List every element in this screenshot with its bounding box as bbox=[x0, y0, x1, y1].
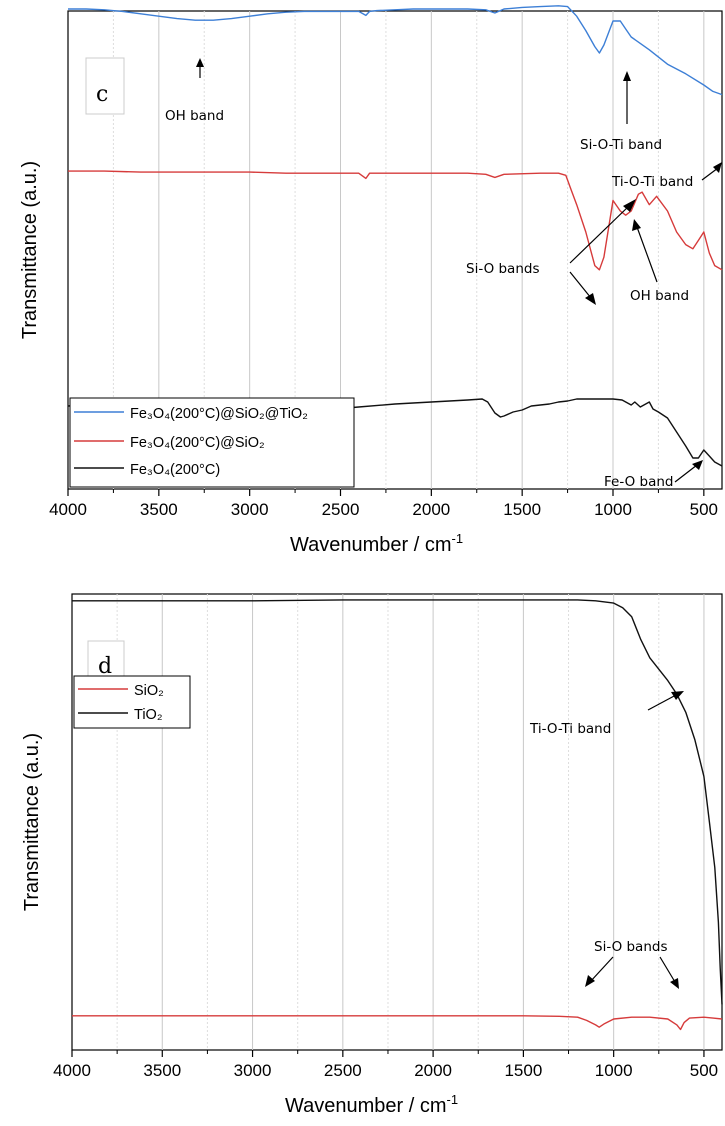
panel-c-legend-box bbox=[69, 397, 355, 488]
annotation-si-o-ti-band: Si-O-Ti band bbox=[580, 137, 662, 153]
panel-d-label: d bbox=[98, 654, 112, 679]
panel-d-x-axis-title-main: Wavenumber / cm bbox=[285, 1095, 447, 1117]
si-o-d-arrowhead-2 bbox=[670, 978, 679, 989]
panel-c-x-axis-title-sup: -1 bbox=[452, 531, 464, 546]
annotation-si-o-bands-d: Si-O bands bbox=[594, 939, 668, 955]
si-o-d-arrowhead-1 bbox=[585, 975, 595, 987]
panel-d-plot-area bbox=[71, 593, 723, 1051]
panel-d-legend-box bbox=[73, 675, 191, 729]
x-tick-label-1500: 1500 bbox=[504, 1061, 542, 1080]
panel-d-chart: 4000 3500 3000 2500 2000 1500 1000 500 d SiO₂ T… bbox=[21, 593, 723, 1117]
oh-band-2-arrow bbox=[636, 226, 658, 283]
legend-label-fe3o4: Fe₃O₄(200°C) bbox=[130, 462, 220, 478]
x-tick-label-3000: 3000 bbox=[234, 1061, 272, 1080]
series-line-TiO₂ bbox=[72, 599, 723, 1005]
panel-c-chart: 4000 3500 3000 2500 2000 1500 1000 500 c OH ban… bbox=[19, 5, 723, 556]
annotation-ti-o-ti-band: Ti-O-Ti band bbox=[611, 174, 693, 190]
ti-o-ti-d-arrow bbox=[647, 694, 677, 711]
si-o-d-arrow-1 bbox=[589, 956, 614, 983]
x-tick-label-4000: 4000 bbox=[49, 500, 87, 519]
x-tick-label-3500: 3500 bbox=[143, 1061, 181, 1080]
legend-label-fe3o4-sio2-tio2: Fe₃O₄(200°C)@SiO₂@TiO₂ bbox=[130, 406, 308, 422]
panel-c-legend: Fe₃O₄(200°C)@SiO₂@TiO₂ Fe₃O₄(200°C)@SiO₂… bbox=[69, 397, 355, 488]
legend-label-sio2: SiO₂ bbox=[134, 683, 164, 699]
x-tick-label-2500: 2500 bbox=[324, 1061, 362, 1080]
panel-c-x-axis-title-main: Wavenumber / cm bbox=[290, 534, 452, 556]
series-line-Fe₃O₄(200°C)@SiO₂ bbox=[68, 170, 723, 271]
legend-label-tio2: TiO₂ bbox=[134, 707, 162, 723]
panel-c-annotations bbox=[196, 58, 722, 483]
x-tick-label-2500: 2500 bbox=[322, 500, 360, 519]
panel-c-label: c bbox=[96, 82, 108, 107]
panel-d-legend: SiO₂ TiO₂ bbox=[73, 675, 191, 729]
legend-label-fe3o4-sio2: Fe₃O₄(200°C)@SiO₂ bbox=[130, 435, 265, 451]
x-tick-label-1000: 1000 bbox=[594, 500, 632, 519]
fe-o-arrow bbox=[674, 464, 698, 483]
panel-d-x-axis-title-sup: -1 bbox=[447, 1092, 459, 1107]
ti-o-ti-arrow bbox=[701, 167, 719, 181]
series-line-SiO₂ bbox=[72, 1015, 723, 1031]
x-tick-label-3000: 3000 bbox=[231, 500, 269, 519]
panel-c-x-ticks: 4000 3500 3000 2500 2000 1500 1000 500 bbox=[49, 489, 718, 519]
annotation-fe-o-band: Fe-O band bbox=[604, 474, 673, 490]
ti-o-ti-d-arrowhead bbox=[671, 691, 684, 700]
x-tick-label-3500: 3500 bbox=[140, 500, 178, 519]
series-line-Fe₃O₄(200°C)@SiO₂@TiO₂ bbox=[68, 5, 723, 96]
si-o-ti-arrowhead bbox=[623, 71, 631, 81]
oh-band-arrowhead bbox=[196, 58, 204, 67]
si-o-arrowhead-2 bbox=[585, 293, 596, 305]
annotation-oh-band-2: OH band bbox=[630, 288, 689, 304]
panel-d-annotations bbox=[585, 691, 684, 989]
x-tick-label-500: 500 bbox=[690, 1061, 718, 1080]
panel-d-grid bbox=[116, 594, 705, 1050]
panel-d-series-group bbox=[72, 599, 723, 1031]
x-tick-label-2000: 2000 bbox=[412, 500, 450, 519]
annotation-si-o-bands: Si-O bands bbox=[466, 261, 540, 277]
panel-c-x-axis-title: Wavenumber / cm-1 bbox=[290, 531, 463, 556]
panel-d-x-ticks: 4000 3500 3000 2500 2000 1500 1000 500 bbox=[53, 1050, 718, 1080]
x-tick-label-4000: 4000 bbox=[53, 1061, 91, 1080]
x-tick-label-1500: 1500 bbox=[503, 500, 541, 519]
oh-band-2-arrowhead bbox=[632, 219, 641, 231]
annotation-oh-band: OH band bbox=[165, 108, 224, 124]
ti-o-ti-arrowhead bbox=[713, 162, 722, 173]
annotation-ti-o-ti-band-d: Ti-O-Ti band bbox=[529, 721, 611, 737]
panel-d-y-axis-title: Transmittance (a.u.) bbox=[21, 733, 43, 911]
si-o-arrow-1 bbox=[569, 204, 631, 264]
x-tick-label-500: 500 bbox=[690, 500, 718, 519]
panel-c-y-axis-title: Transmittance (a.u.) bbox=[19, 161, 41, 339]
si-o-arrow-2 bbox=[569, 271, 592, 299]
si-o-arrowhead-1 bbox=[623, 199, 636, 212]
x-tick-label-1000: 1000 bbox=[595, 1061, 633, 1080]
x-tick-label-2000: 2000 bbox=[414, 1061, 452, 1080]
panel-c-label-box bbox=[85, 57, 125, 115]
si-o-d-arrow-2 bbox=[659, 956, 676, 983]
fe-o-arrowhead bbox=[692, 460, 703, 470]
panel-d-x-axis-title: Wavenumber / cm-1 bbox=[285, 1092, 458, 1117]
